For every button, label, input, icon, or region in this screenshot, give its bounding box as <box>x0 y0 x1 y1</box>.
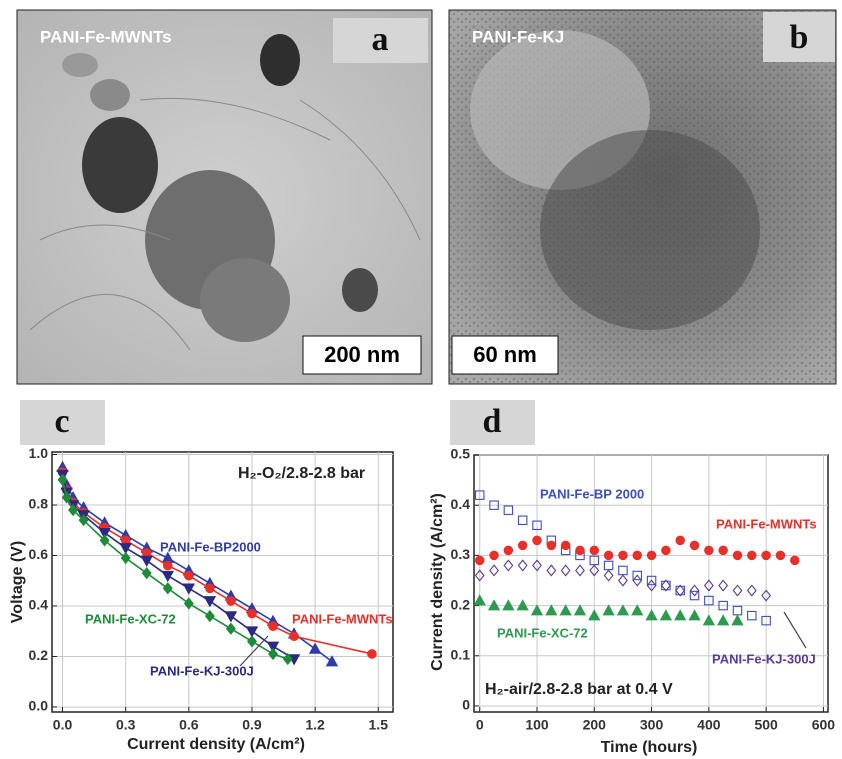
y-tick-label: 0.8 <box>29 496 49 512</box>
series-label: PANI-Fe-BP2000 <box>160 539 261 554</box>
panel-letter: c <box>54 403 69 440</box>
micrograph-b <box>449 10 836 384</box>
marker <box>576 546 584 554</box>
marker <box>185 571 193 579</box>
marker <box>269 622 277 630</box>
image-label: PANI-Fe-KJ <box>472 27 564 46</box>
y-tick-label: 0.2 <box>29 647 49 663</box>
x-tick-label: 0.3 <box>116 717 136 733</box>
series-label: PANI-Fe-KJ-300J <box>150 663 254 678</box>
x-tick-label: 500 <box>754 717 778 733</box>
y-tick-label: 0.1 <box>451 646 471 662</box>
y-tick-label: 0.6 <box>29 546 49 562</box>
marker <box>290 632 298 640</box>
marker <box>705 546 713 554</box>
y-tick-label: 0.2 <box>451 596 471 612</box>
marker <box>533 536 541 544</box>
marker <box>733 551 741 559</box>
marker <box>476 556 484 564</box>
marker <box>619 551 627 559</box>
x-tick-label: 0.0 <box>53 717 73 733</box>
marker <box>748 551 756 559</box>
y-tick-label: 0.4 <box>29 597 49 613</box>
x-tick-label: 100 <box>525 717 549 733</box>
marker <box>604 551 612 559</box>
marker <box>662 546 670 554</box>
y-tick-label: 0.4 <box>451 496 471 512</box>
marker <box>590 546 598 554</box>
marker <box>676 536 684 544</box>
marker <box>518 541 526 549</box>
marker <box>633 551 641 559</box>
marker <box>206 584 214 592</box>
scale-bar-label: 60 nm <box>473 342 537 367</box>
y-tick-label: 0 <box>462 697 470 713</box>
marker <box>547 541 555 549</box>
y-tick-label: 0.5 <box>451 446 471 462</box>
x-tick-label: 600 <box>812 717 836 733</box>
series-label: PANI-Fe-XC-72 <box>85 611 176 626</box>
plot-area <box>474 455 828 712</box>
series-label: PANI-Fe-KJ-300J <box>712 651 816 666</box>
x-axis-title: Time (hours) <box>601 739 698 756</box>
marker <box>690 541 698 549</box>
chart: 0.0 0.2 0.4 0.6 0.8 1.0 0.0 0.3 0.6 0.9 1.2 1.5 c Cur… <box>9 403 393 753</box>
x-tick-label: 300 <box>640 717 664 733</box>
figure: PANI-Fe-MWNTs a 200 nm PANI-Fe-KJ b 60 n… <box>0 0 842 759</box>
y-axis-title: Voltage (V) <box>9 541 26 623</box>
image-label: PANI-Fe-MWNTs <box>40 27 172 46</box>
marker <box>791 556 799 564</box>
series-label: PANI-Fe-MWNTs <box>716 516 817 531</box>
y-axis-title: Current density (A/cm²) <box>429 493 446 671</box>
marker <box>762 551 770 559</box>
marker <box>248 609 256 617</box>
y-tick-label: 0.3 <box>451 546 471 562</box>
panel-letter: a <box>372 21 389 58</box>
series-label: PANI-Fe-BP 2000 <box>540 486 644 501</box>
x-tick-label: 0.9 <box>242 717 262 733</box>
marker <box>719 546 727 554</box>
x-tick-label: 400 <box>697 717 721 733</box>
annotation: H₂-air/2.8-2.8 bar at 0.4 V <box>485 681 673 698</box>
panel-letter: d <box>483 403 502 440</box>
marker <box>368 650 376 658</box>
x-tick-label: 1.2 <box>305 717 325 733</box>
marker <box>561 541 569 549</box>
marker <box>647 551 655 559</box>
x-tick-label: 0 <box>476 717 484 733</box>
marker <box>490 551 498 559</box>
marker <box>776 551 784 559</box>
marker <box>164 561 172 569</box>
x-tick-label: 200 <box>583 717 607 733</box>
chart: 0 0.1 0.2 0.3 0.4 0.5 0 100 200 300 400 500 600 d Time… <box>429 403 835 756</box>
micrograph-a <box>17 10 432 384</box>
marker <box>504 546 512 554</box>
annotation: H₂-O₂/2.8-2.8 bar <box>238 465 365 482</box>
x-tick-label: 0.6 <box>179 717 199 733</box>
x-tick-label: 1.5 <box>369 717 389 733</box>
panel-letter: b <box>790 19 809 56</box>
y-tick-label: 1.0 <box>29 445 49 461</box>
scale-bar-label: 200 nm <box>324 342 400 367</box>
series-label: PANI-Fe-MWNTs <box>292 611 393 626</box>
series-label: PANI-Fe-XC-72 <box>497 625 588 640</box>
marker <box>227 597 235 605</box>
y-tick-label: 0.0 <box>29 698 49 714</box>
x-axis-title: Current density (A/cm²) <box>127 736 305 753</box>
